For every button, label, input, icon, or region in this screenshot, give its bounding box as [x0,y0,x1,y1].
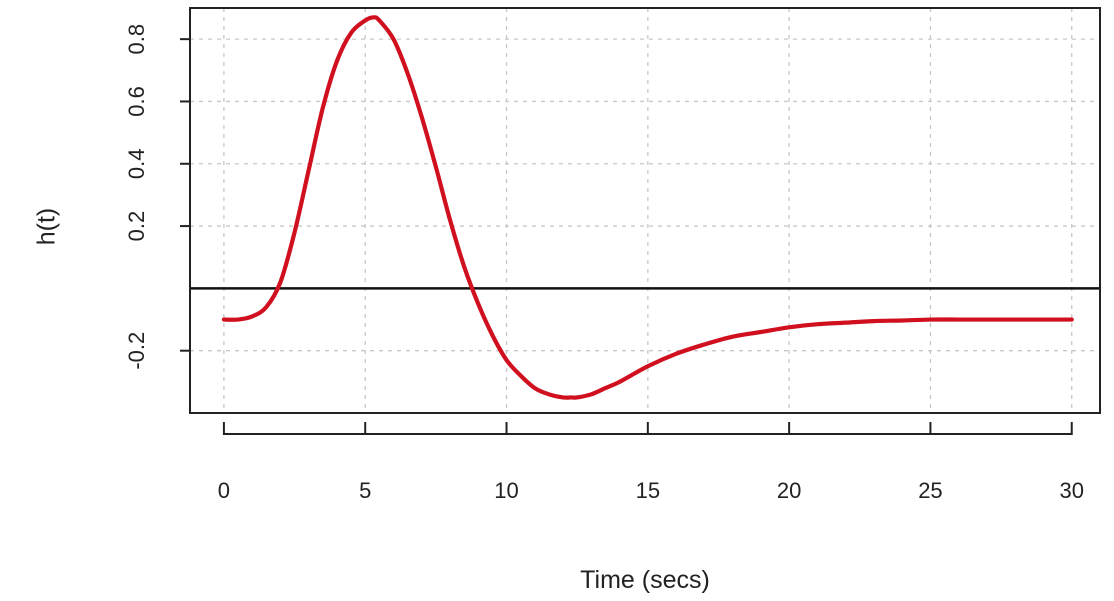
x-tick-label: 0 [218,478,230,503]
y-tick-label: 0.4 [124,148,149,179]
series-line-0 [221,15,1074,400]
y-tick-label: 0.2 [124,211,149,242]
y-axis: -0.2 0.2 0.4 0.6 0.8 [124,24,190,370]
y-tick-label: -0.2 [124,332,149,370]
x-tick-label: 25 [918,478,942,503]
x-tick-label: 15 [636,478,660,503]
y-tick-label: 0.8 [124,24,149,55]
x-tick-label: 20 [777,478,801,503]
x-axis-title: Time (secs) [580,566,710,594]
x-tick-label: 30 [1059,478,1083,503]
data-series [221,15,1074,400]
x-tick-label: 10 [494,478,518,503]
grid-lines [190,8,1100,413]
y-axis-title: h(t) [33,208,61,246]
x-axis: 0 5 10 15 20 25 30 [218,422,1084,503]
y-tick-label: 0.6 [124,86,149,117]
x-tick-label: 5 [359,478,371,503]
plot-frame [189,7,1101,414]
